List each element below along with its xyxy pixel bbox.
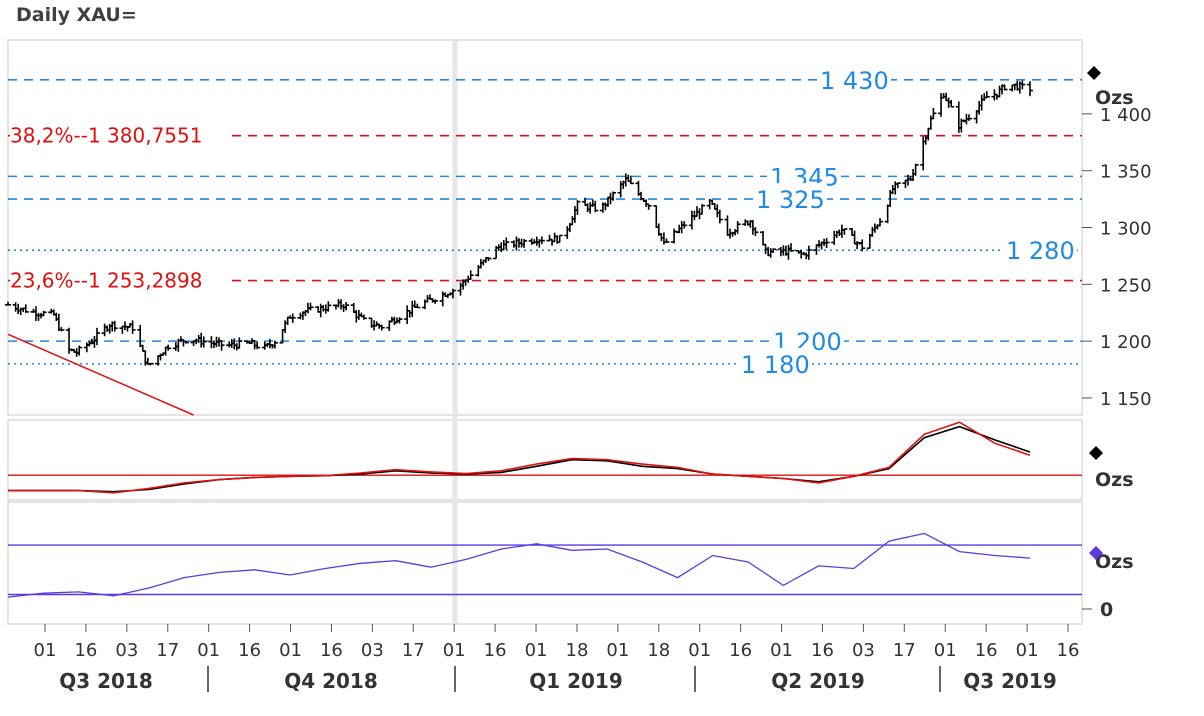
rsi-unit-label: Ozs: [1095, 551, 1134, 573]
level-label-bg: [738, 347, 812, 374]
macd-unit-label: Ozs: [1095, 469, 1134, 491]
date-tick-label: 16: [811, 640, 834, 661]
level-label-bg: [1003, 234, 1077, 261]
level-label-bg: [753, 183, 827, 210]
date-tick-label: 16: [729, 640, 752, 661]
macd-diamond-icon: [1089, 446, 1103, 460]
fib-level-label: 38,2%--1 380,7551: [10, 124, 202, 148]
date-tick-label: 01: [443, 640, 466, 661]
date-tick-label: 16: [74, 640, 97, 661]
rsi-line: [7, 532, 1031, 598]
price-series: [5, 80, 1033, 366]
date-tick-label: 01: [197, 640, 220, 661]
macd-series: [8, 421, 1082, 494]
level-label: 1 430: [820, 67, 889, 95]
date-tick-label: 01: [770, 640, 793, 661]
date-tick-label: 17: [402, 640, 425, 661]
macd-line: [8, 425, 1031, 493]
rsi-zero-label: 0: [1100, 599, 1113, 621]
date-tick-label: 16: [238, 640, 261, 661]
price-y-tick-label: 1 300: [1100, 219, 1152, 240]
date-tick-label: 03: [852, 640, 875, 661]
date-tick-label: 16: [975, 640, 998, 661]
level-label: 1 280: [1006, 237, 1075, 265]
quarter-label: Q3 2019: [963, 669, 1057, 693]
date-tick-label: 01: [525, 640, 548, 661]
price-diamond-icon: [1087, 66, 1101, 80]
date-tick-label: 01: [688, 640, 711, 661]
quarter-label: Q3 2018: [59, 669, 153, 693]
date-tick-label: 03: [361, 640, 384, 661]
price-y-axis: 1 150 1 200 1 250 1 300 1 350 1 400: [1082, 105, 1152, 410]
date-tick-label: 16: [320, 640, 343, 661]
quarter-label: Q2 2019: [771, 669, 865, 693]
fib-level-label: 23,6%--1 253,2898: [10, 269, 202, 293]
date-tick-label: 01: [934, 640, 957, 661]
level-label-bg: [770, 325, 844, 352]
fib-label-bg: [10, 267, 230, 294]
price-y-tick-label: 1 400: [1100, 105, 1152, 126]
rsi-series: [7, 532, 1082, 598]
date-tick-label: 18: [566, 640, 589, 661]
date-axis: 01 16 03 17 01 16 01 16 03 17 01 16 01 18 01 18 01 16 01 16…: [34, 624, 1080, 661]
date-tick-label: 18: [647, 640, 670, 661]
level-label: 1 325: [756, 186, 825, 214]
date-tick-label: 01: [1016, 640, 1039, 661]
date-tick-label: 16: [1057, 640, 1080, 661]
date-tick-label: 17: [893, 640, 916, 661]
macd-panel-frame: [7, 419, 1083, 501]
date-tick-label: 01: [34, 640, 57, 661]
price-y-tick-label: 1 200: [1100, 332, 1152, 353]
price-unit-label: Ozs: [1095, 87, 1134, 109]
price-y-tick-label: 1 150: [1100, 389, 1152, 410]
date-tick-label: 03: [115, 640, 138, 661]
chart-title: Daily XAU=: [16, 4, 137, 26]
quarter-axis: Q3 2018 Q4 2018 Q1 2019 Q2 2019 Q3 2019: [59, 666, 1057, 693]
date-tick-label: 17: [156, 640, 179, 661]
date-tick-label: 16: [484, 640, 507, 661]
fib-label-bg: [10, 122, 230, 149]
price-panel-frame: [7, 39, 1083, 416]
price-y-tick-label: 1 350: [1100, 162, 1152, 183]
level-label-bg: [767, 160, 841, 187]
date-tick-label: 01: [606, 640, 629, 661]
trendline-segment: [7, 333, 194, 416]
signal-line: [8, 421, 1031, 494]
date-tick-label: 01: [279, 640, 302, 661]
rsi-diamond-icon: [1089, 546, 1103, 560]
quarter-label: Q4 2018: [284, 669, 378, 693]
level-label: 1 180: [741, 351, 810, 379]
quarter-label: Q1 2019: [529, 669, 623, 693]
rsi-panel-frame: [7, 501, 1083, 625]
trendline: [7, 333, 194, 416]
price-y-tick-label: 1 250: [1100, 275, 1152, 296]
level-label-bg: [817, 63, 891, 90]
